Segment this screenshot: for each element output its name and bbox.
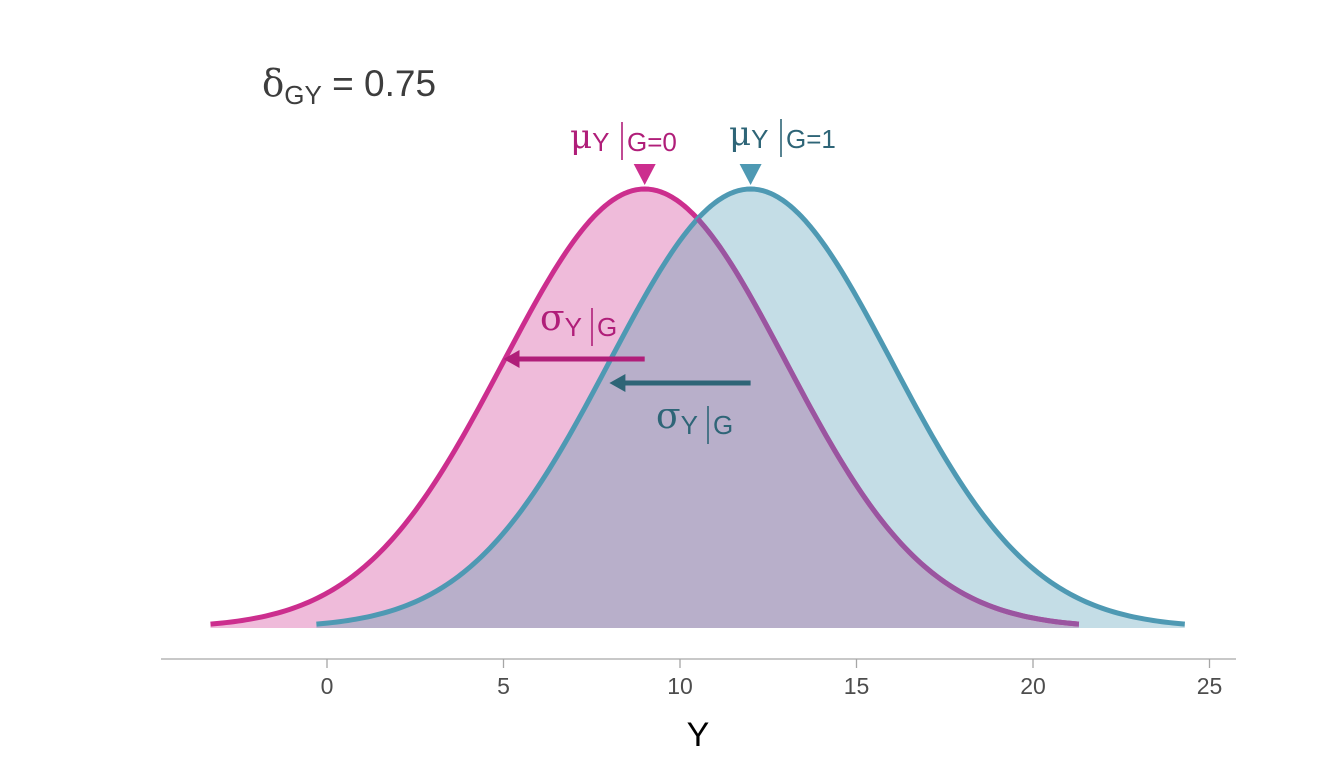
mu-g1-subscript: Y: [751, 124, 768, 154]
mu-g1-marker: [739, 164, 762, 185]
x-tick-label: 20: [1020, 673, 1046, 699]
svg-text:μY: μY: [729, 114, 768, 154]
mu-g1-condition: G=1: [786, 124, 836, 154]
x-tick-label: 0: [321, 673, 334, 699]
svg-text:σY: σY: [540, 298, 582, 342]
x-tick-label: 15: [844, 673, 870, 699]
delta-symbol: δ: [262, 62, 284, 105]
sigma-g0-symbol: σ: [540, 298, 565, 339]
mu-g1-annotation: μY G=1: [729, 114, 836, 157]
x-tick-label: 25: [1197, 673, 1223, 699]
density-line-g1: [316, 186, 1186, 627]
sigma-g0-arrow: [503, 350, 645, 368]
svg-text:μY: μY: [570, 117, 609, 157]
mu-g0-condition: G=0: [627, 127, 677, 157]
x-axis-label: Y: [687, 716, 710, 754]
sigma-g1-condition: G: [713, 410, 733, 440]
sigma-g0-annotation: σY G: [540, 298, 617, 346]
delta-annotation: δGY = 0.75: [262, 62, 436, 110]
delta-subscript: GY: [284, 80, 322, 110]
sigma-arrow-head: [609, 374, 626, 392]
sigma-g1-arrow: [609, 374, 751, 392]
delta-value: = 0.75: [322, 63, 436, 104]
sigma-arrow-head: [503, 350, 520, 368]
x-tick-label: 10: [667, 673, 693, 699]
svg-text:σY: σY: [656, 396, 698, 440]
x-tick-label: 5: [497, 673, 510, 699]
svg-text:δGY = 0.75: δGY = 0.75: [262, 62, 436, 110]
sigma-g0-condition: G: [597, 312, 617, 342]
sigma-g1-subscript: Y: [681, 410, 698, 440]
mu-g0-marker: [633, 164, 656, 185]
sigma-g1-symbol: σ: [656, 396, 681, 437]
mu-g0-subscript: Y: [592, 127, 609, 157]
mu-g1-symbol: μ: [729, 114, 751, 154]
sigma-g0-subscript: Y: [565, 312, 582, 342]
sigma-g1-annotation: σY G: [656, 396, 733, 444]
mu-g0-symbol: μ: [570, 117, 592, 157]
mu-g0-annotation: μY G=0: [570, 117, 677, 160]
x-axis-ticks: 0 5 10 15 20 25: [321, 659, 1223, 699]
